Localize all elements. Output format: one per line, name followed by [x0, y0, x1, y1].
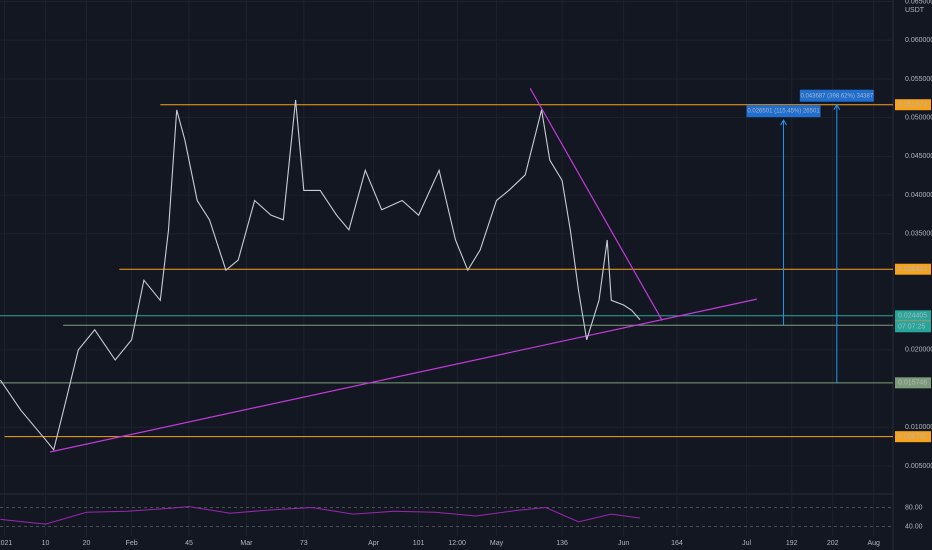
x-tick-label: May: [490, 540, 504, 547]
x-tick-label: Jul: [742, 540, 751, 547]
x-tick-label: 2021: [0, 540, 12, 547]
measure-label-box: [799, 89, 874, 102]
x-tick-label: 73: [300, 540, 308, 547]
level-label-box: [895, 377, 931, 389]
measure-label: 0.043687 (398.62%) 34387: [800, 93, 873, 99]
level-label: 0.024405: [898, 313, 927, 320]
y-tick-label: 0.005000: [905, 463, 932, 470]
trendline: [529, 87, 663, 321]
level-label: 0.030422: [898, 266, 927, 273]
price-line: [0, 506, 641, 525]
level-label-box: [895, 431, 931, 443]
x-tick-label: 136: [556, 540, 568, 547]
countdown: 07:07:25: [898, 324, 925, 331]
level-label-box: [895, 310, 931, 322]
y-tick-label: 0.060000: [905, 37, 932, 44]
level-label: 0.015746: [898, 380, 927, 387]
arrow-head: [833, 103, 841, 110]
y-tick-label: 80.00: [905, 504, 923, 511]
x-tick-label: 20: [83, 540, 91, 547]
y-tick-label: 40.00: [905, 523, 923, 530]
y-tick-label: 0.035000: [905, 231, 932, 238]
y-tick-label: 0.020000: [905, 347, 932, 354]
unit: USDT: [905, 7, 925, 14]
level-label-box: [895, 99, 931, 111]
x-tick-label: Aug: [867, 540, 880, 547]
x-tick-label: 45: [185, 540, 193, 547]
x-tick-label: 12:00: [448, 540, 466, 547]
x-tick-label: 164: [671, 540, 683, 547]
measure-label-box: [746, 105, 821, 118]
level-label: 0.051674: [898, 102, 927, 109]
x-tick-label: 101: [413, 540, 425, 547]
y-tick-label: 0.055000: [905, 76, 932, 83]
x-tick-label: Mar: [240, 540, 253, 547]
x-tick-label: 202: [827, 540, 839, 547]
y-tick-label: 0.010000: [905, 424, 932, 431]
y-tick-label: 0.050000: [905, 115, 932, 122]
y-tick-label: 0.040000: [905, 192, 932, 199]
countdown-box: [895, 321, 931, 333]
price-line: [0, 99, 641, 451]
x-tick-label: Jun: [618, 540, 629, 547]
x-tick-label: 10: [42, 540, 50, 547]
arrow-head: [780, 119, 787, 126]
y-tick-label: 0.065000: [905, 0, 932, 5]
measure-label: 0.026501 (115.45%) 26501: [747, 109, 820, 115]
level-label: 0.008790: [898, 434, 927, 441]
trendline: [49, 298, 758, 453]
x-tick-label: 192: [786, 540, 798, 547]
x-tick-label: Feb: [126, 540, 138, 547]
level-label-box: [895, 263, 931, 275]
y-tick-label: 0.045000: [905, 153, 932, 160]
x-tick-label: Apr: [368, 540, 380, 547]
